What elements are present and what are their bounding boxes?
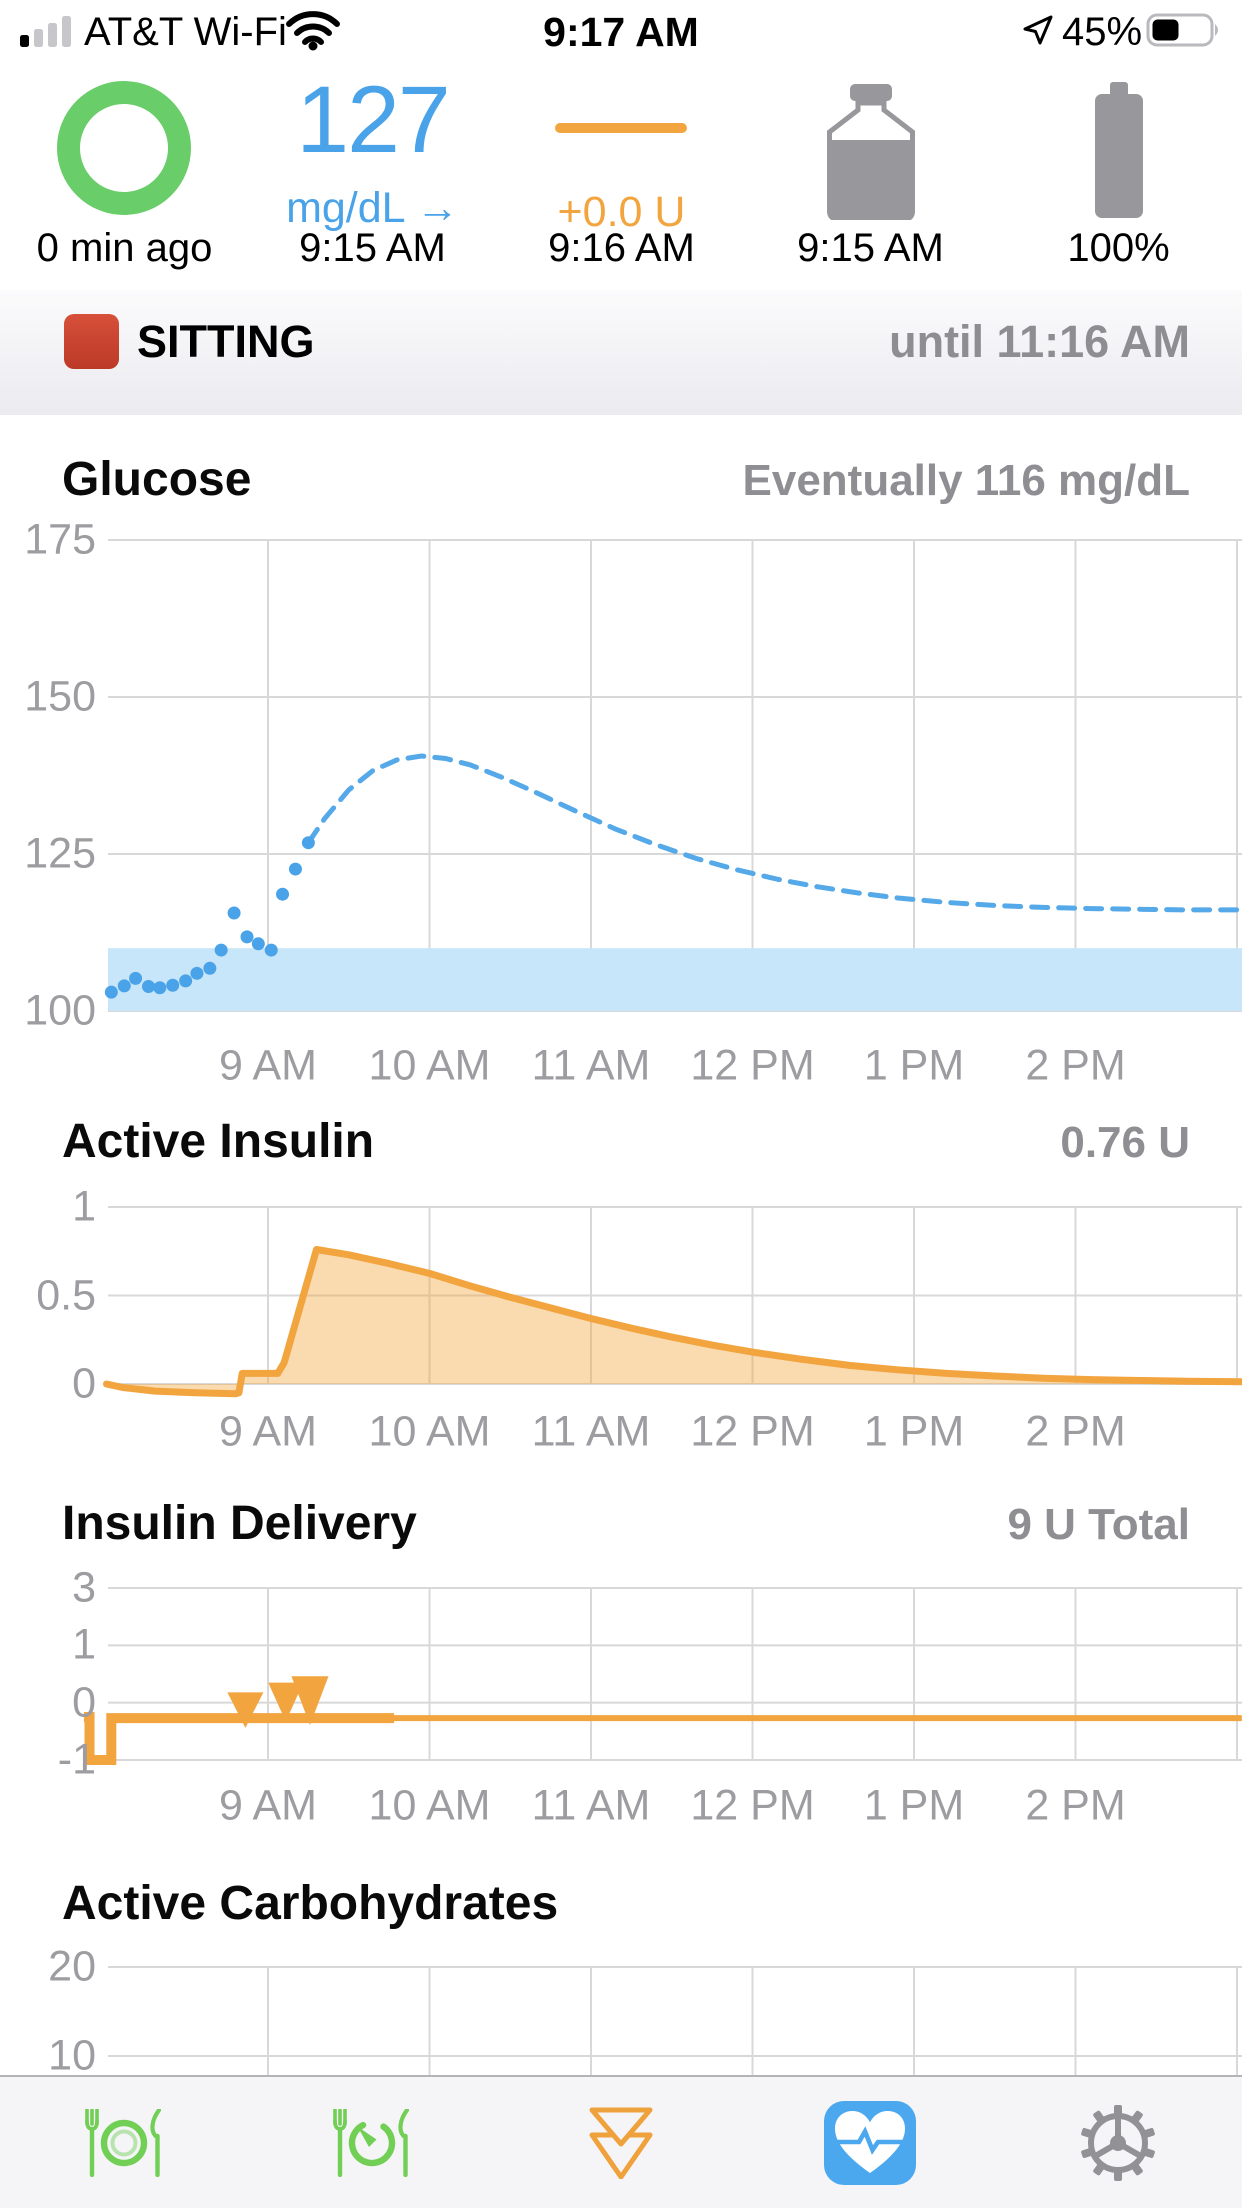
insulin_delivery-x-axis-label: 10 AM xyxy=(368,1781,491,1830)
signal-strength-icon xyxy=(20,16,71,47)
active_carbohydrates-gridlines xyxy=(108,1966,1242,2075)
override-name-label: SITTING xyxy=(137,316,315,367)
insulin_delivery-x-axis-label: 9 AM xyxy=(219,1781,317,1830)
carrier-label: AT&T Wi-Fi xyxy=(84,10,287,54)
insulin_delivery-x-axis-label: 2 PM xyxy=(1025,1781,1126,1830)
insulin_delivery-x-axis-label: 1 PM xyxy=(863,1781,965,1830)
glucose-time-label: 9:15 AM xyxy=(299,226,446,270)
insulin_delivery-y-axis-label: -1 xyxy=(57,1735,96,1784)
insulin_delivery-x-axis-label: 12 PM xyxy=(690,1781,815,1830)
active-insulin-area xyxy=(106,1249,1242,1394)
basal-delivered-line xyxy=(83,1712,394,1765)
glucose-x-axis-label: 10 AM xyxy=(368,1041,491,1090)
basal-delta-label: +0.0 U xyxy=(557,188,686,236)
active_carbohydrates-y-axis-label: 20 xyxy=(48,1942,96,1991)
red-square-icon xyxy=(64,314,119,369)
active_insulin-x-axis-label: 12 PM xyxy=(690,1407,815,1456)
active_carbohydrates-y-axis-label: 10 xyxy=(48,2031,96,2080)
basal-time-label: 9:16 AM xyxy=(548,226,695,270)
insulin_delivery-y-axis-label: 1 xyxy=(72,1620,96,1669)
battery-icon xyxy=(1146,13,1218,47)
location-arrow-icon xyxy=(1023,15,1053,45)
glucose-x-axis-label: 1 PM xyxy=(863,1041,965,1090)
glucose-gridlines xyxy=(108,539,1242,1012)
glucose-x-axis-label: 11 AM xyxy=(531,1041,651,1090)
battery-percent-label: 45% xyxy=(1062,10,1143,54)
glucose-unit-trend: mg/dL → xyxy=(286,184,459,232)
reservoir-icon xyxy=(827,84,915,220)
active-insulin-chart-title: Active Insulin xyxy=(62,1115,375,1168)
insulin-delivery-chart-title: Insulin Delivery xyxy=(62,1497,417,1550)
active_insulin-y-axis-label: 0.5 xyxy=(36,1271,96,1319)
tab-settings[interactable] xyxy=(994,2077,1242,2208)
fork-plate-knife-icon xyxy=(85,2108,162,2177)
double-chevron-down-icon xyxy=(589,2107,653,2179)
tab-status[interactable] xyxy=(746,2077,994,2208)
active_insulin-x-axis-label: 11 AM xyxy=(531,1407,651,1456)
heart-ecg-icon xyxy=(824,2100,916,2185)
insulin_delivery-gridlines xyxy=(108,1587,1242,1761)
fork-stopwatch-knife-icon xyxy=(333,2108,410,2177)
glucose-y-axis-label: 100 xyxy=(24,986,96,1035)
glucose-measured-dots xyxy=(104,836,315,999)
loop-age-label: 0 min ago xyxy=(36,226,213,270)
glucose-x-axis-label: 9 AM xyxy=(219,1041,317,1090)
tab-pre-meal[interactable] xyxy=(248,2077,496,2208)
hud-glucose[interactable]: 127 mg/dL → 9:15 AM xyxy=(248,60,497,272)
insulin-delivery-total-label: 9 U Total xyxy=(1007,1500,1190,1549)
glucose-y-axis-label: 175 xyxy=(24,515,96,564)
glucose-x-axis-label: 12 PM xyxy=(690,1041,815,1090)
wifi-icon xyxy=(286,11,340,51)
override-banner[interactable]: SITTING until 11:16 AM xyxy=(0,290,1242,415)
active_insulin-x-axis-label: 2 PM xyxy=(1025,1407,1126,1456)
hud-reservoir[interactable]: 9:15 AM xyxy=(746,60,995,272)
pump-battery-label: 100% xyxy=(1067,226,1170,270)
status-bar: AT&T Wi-Fi 9:17 AM 45% xyxy=(0,0,1242,60)
tab-bolus[interactable] xyxy=(497,2077,745,2208)
insulin_delivery-x-axis-label: 11 AM xyxy=(531,1781,651,1830)
active_insulin-x-axis-label: 9 AM xyxy=(219,1407,317,1456)
bolus-markers xyxy=(227,1676,329,1728)
active-insulin-line xyxy=(103,1246,1242,1398)
insulin_delivery-y-axis-label: 0 xyxy=(72,1678,96,1727)
basal-rate-icon xyxy=(555,123,687,133)
glucose-value: 127 xyxy=(296,67,451,173)
active-carbohydrates-chart-title: Active Carbohydrates xyxy=(62,1877,559,1930)
glucose-predicted-line xyxy=(305,753,1242,913)
active-insulin-value-label: 0.76 U xyxy=(1060,1118,1190,1167)
tab-bar xyxy=(0,2075,1242,2208)
glucose-y-axis-label: 150 xyxy=(24,672,96,721)
hud-loop-status[interactable]: 0 min ago xyxy=(0,60,249,272)
active_insulin-x-axis-label: 1 PM xyxy=(863,1407,965,1456)
gear-icon xyxy=(1081,2104,1155,2181)
status-bar-time: 9:17 AM xyxy=(543,9,699,55)
override-until-label: until 11:16 AM xyxy=(889,316,1190,367)
glucose-eventual-label: Eventually 116 mg/dL xyxy=(742,456,1191,505)
pump-battery-icon xyxy=(1095,82,1143,218)
reservoir-time-label: 9:15 AM xyxy=(797,226,944,270)
glucose-chart-title: Glucose xyxy=(62,453,252,506)
active_insulin-gridlines xyxy=(108,1206,1242,1385)
hud-pump-battery[interactable]: 100% xyxy=(994,60,1242,272)
glucose-y-axis-label: 125 xyxy=(24,829,96,878)
glucose-x-axis-label: 2 PM xyxy=(1025,1041,1126,1090)
tab-carbohydrates[interactable] xyxy=(0,2077,248,2208)
hud-basal[interactable]: +0.0 U 9:16 AM xyxy=(497,60,746,272)
active_insulin-y-axis-label: 0 xyxy=(72,1359,96,1408)
insulin_delivery-y-axis-label: 3 xyxy=(72,1563,96,1612)
active_insulin-x-axis-label: 10 AM xyxy=(368,1407,491,1456)
glucose-target-range-band xyxy=(108,948,1242,1011)
active_insulin-y-axis-label: 1 xyxy=(72,1182,96,1231)
